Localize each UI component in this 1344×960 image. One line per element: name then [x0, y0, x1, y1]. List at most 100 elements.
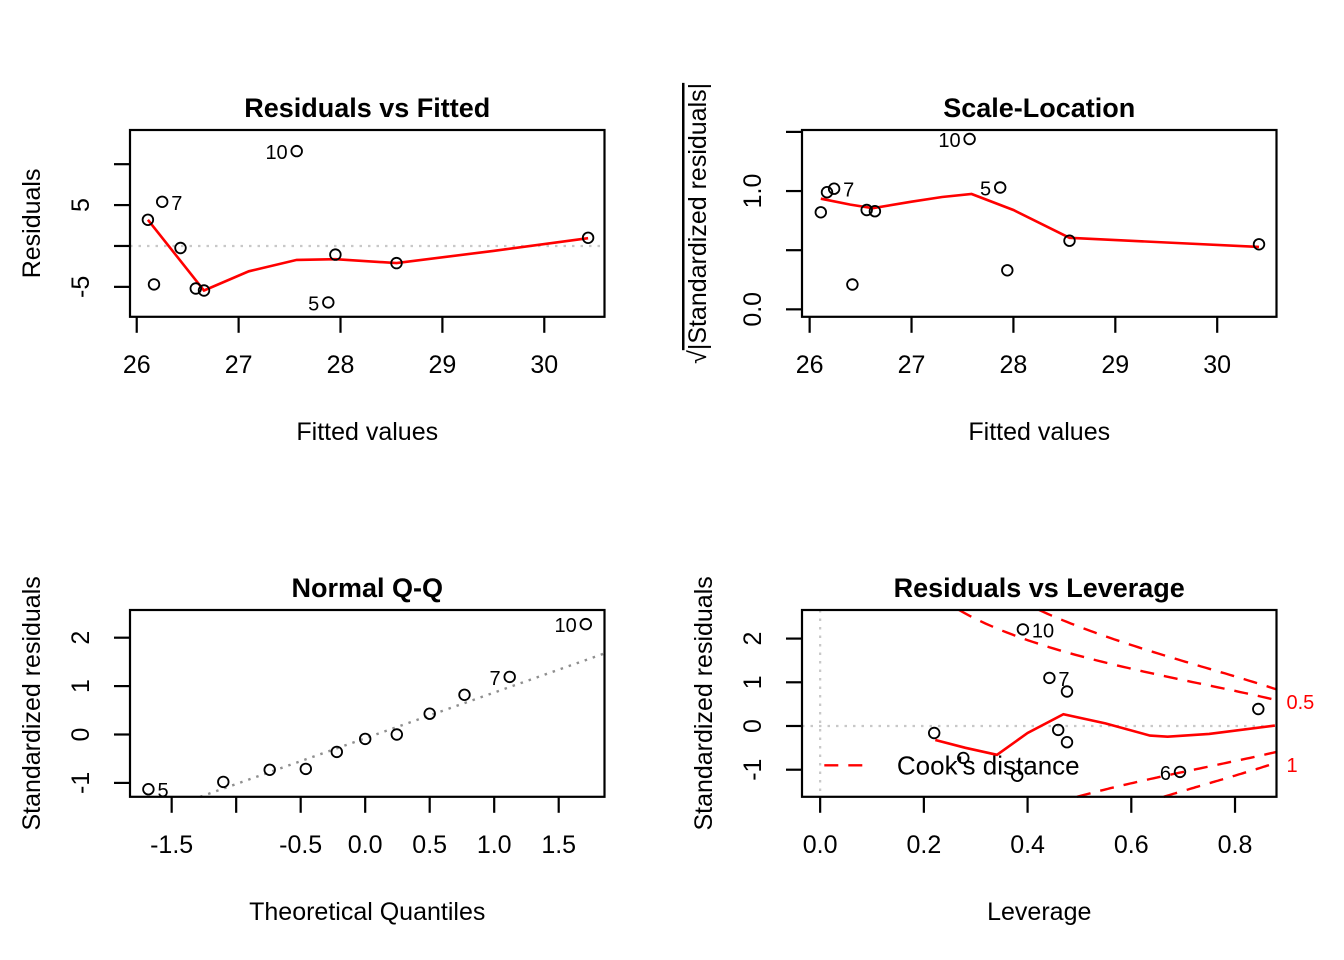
point-id-label: 10 — [938, 130, 960, 152]
data-point — [329, 248, 342, 261]
data-point — [1063, 234, 1076, 247]
y-tick-label: 1 — [739, 675, 767, 689]
y-tick-label: 5 — [67, 198, 95, 212]
panel-normal-qq: 5 7 10 -1.5 -0.5 0.0 0.5 1.0 1.5 -1 0 1 2 Normal Q-Q T… — [18, 573, 606, 926]
data-point — [1252, 702, 1265, 716]
data-point — [928, 726, 941, 740]
data-point — [963, 132, 976, 146]
point-id-label: 7 — [1058, 669, 1069, 691]
point-id-label: 5 — [980, 178, 991, 200]
x-tick-label: 30 — [530, 351, 558, 379]
point-id-label: 7 — [171, 193, 182, 215]
x-tick-label: 30 — [1203, 351, 1231, 379]
data-point — [155, 195, 169, 209]
data-point — [868, 204, 882, 218]
cooks-contour-1-lower — [1163, 761, 1277, 798]
y-axis-label: Residuals — [18, 169, 46, 279]
x-axis-label: Fitted values — [296, 418, 438, 446]
point-id-label: 10 — [555, 615, 577, 637]
data-point — [814, 206, 828, 219]
x-tick-label: 27 — [898, 351, 926, 379]
data-point — [1060, 736, 1074, 749]
data-point — [390, 256, 403, 270]
x-tick-label: 28 — [327, 351, 355, 379]
x-tick-label: 26 — [796, 351, 824, 379]
x-tick-label: 0.0 — [803, 831, 838, 859]
y-tick-label: 0 — [739, 719, 767, 733]
data-point — [142, 783, 155, 796]
panel-title: Scale-Location — [943, 93, 1135, 123]
data-point — [189, 282, 203, 295]
data-point — [957, 751, 970, 765]
data-point — [1011, 769, 1024, 783]
x-tick-label: 0.4 — [1010, 831, 1045, 859]
data-point — [579, 617, 593, 631]
x-tick-label: 26 — [123, 351, 151, 379]
smoother-line — [820, 192, 1260, 249]
qq-reference-line — [199, 652, 605, 798]
cooks-level-label: 0.5 — [1287, 692, 1315, 714]
x-tick-label: 0.0 — [348, 831, 383, 859]
point-id-label: 10 — [1032, 620, 1054, 642]
smoother-line — [146, 218, 589, 293]
point-id-label: 6 — [1160, 763, 1171, 785]
data-point — [299, 762, 313, 776]
data-point — [503, 670, 516, 684]
panel-scale-location: 7 10 5 26 27 28 29 30 0.0 1.0 Scale-Location Fitted… — [684, 83, 1278, 446]
point-id-label: 7 — [843, 180, 854, 202]
data-point — [174, 241, 187, 255]
plot-box — [128, 608, 606, 798]
data-point — [322, 296, 335, 309]
panel-title: Normal Q-Q — [291, 573, 443, 603]
y-tick-label: -1 — [67, 772, 95, 794]
y-tick-label: 2 — [67, 631, 95, 645]
x-tick-label: 0.2 — [906, 831, 941, 859]
x-tick-label: 0.8 — [1218, 831, 1253, 859]
data-point — [359, 732, 372, 746]
data-point — [1001, 264, 1014, 277]
x-tick-label: -1.5 — [150, 831, 193, 859]
data-point — [1173, 765, 1187, 779]
cooks-contour-1-upper — [1038, 608, 1277, 691]
point-id-label: 7 — [490, 668, 501, 690]
data-point — [141, 213, 155, 227]
panel-title: Residuals vs Leverage — [894, 573, 1185, 603]
data-point — [1252, 238, 1266, 251]
data-point — [860, 203, 873, 217]
panel-residuals-vs-fitted: 7 10 5 26 27 28 29 30 -5 5 Residuals vs Fitted Fitt… — [18, 93, 606, 446]
data-point — [423, 707, 436, 720]
plot-box — [800, 608, 1278, 798]
cooks-contour-0.5-upper — [958, 608, 1277, 702]
x-axis-label: Leverage — [987, 898, 1091, 926]
y-tick-label: 0 — [67, 728, 95, 742]
data-point — [1052, 723, 1065, 737]
y-tick-label: 0.0 — [739, 292, 767, 327]
data-point — [263, 763, 276, 777]
y-axis-label: Standardized residuals — [18, 576, 46, 830]
x-tick-label: 0.6 — [1114, 831, 1149, 859]
y-tick-label: -5 — [67, 276, 95, 298]
data-point — [1016, 623, 1030, 636]
y-tick-label: 1 — [67, 679, 95, 693]
y-tick-label: -1 — [739, 759, 767, 781]
cooks-legend-label: Cook's distance — [897, 750, 1080, 780]
y-tick-label: 2 — [739, 632, 767, 646]
data-point — [820, 185, 834, 199]
data-point — [458, 688, 471, 702]
x-tick-label: 1.0 — [477, 831, 512, 859]
x-axis-label: Theoretical Quantiles — [249, 898, 485, 926]
x-tick-label: 29 — [1101, 351, 1129, 379]
point-id-label: 5 — [308, 293, 319, 315]
y-tick-label: 1.0 — [739, 174, 767, 209]
point-id-label: 10 — [265, 142, 287, 164]
x-axis-label: Fitted values — [968, 418, 1110, 446]
data-point — [581, 231, 595, 245]
data-point — [1060, 685, 1074, 698]
point-id-label: 5 — [157, 780, 168, 802]
data-point — [390, 728, 404, 741]
data-point — [1043, 671, 1056, 685]
cooks-level-label: 1 — [1287, 755, 1298, 777]
x-tick-label: 28 — [1000, 351, 1028, 379]
